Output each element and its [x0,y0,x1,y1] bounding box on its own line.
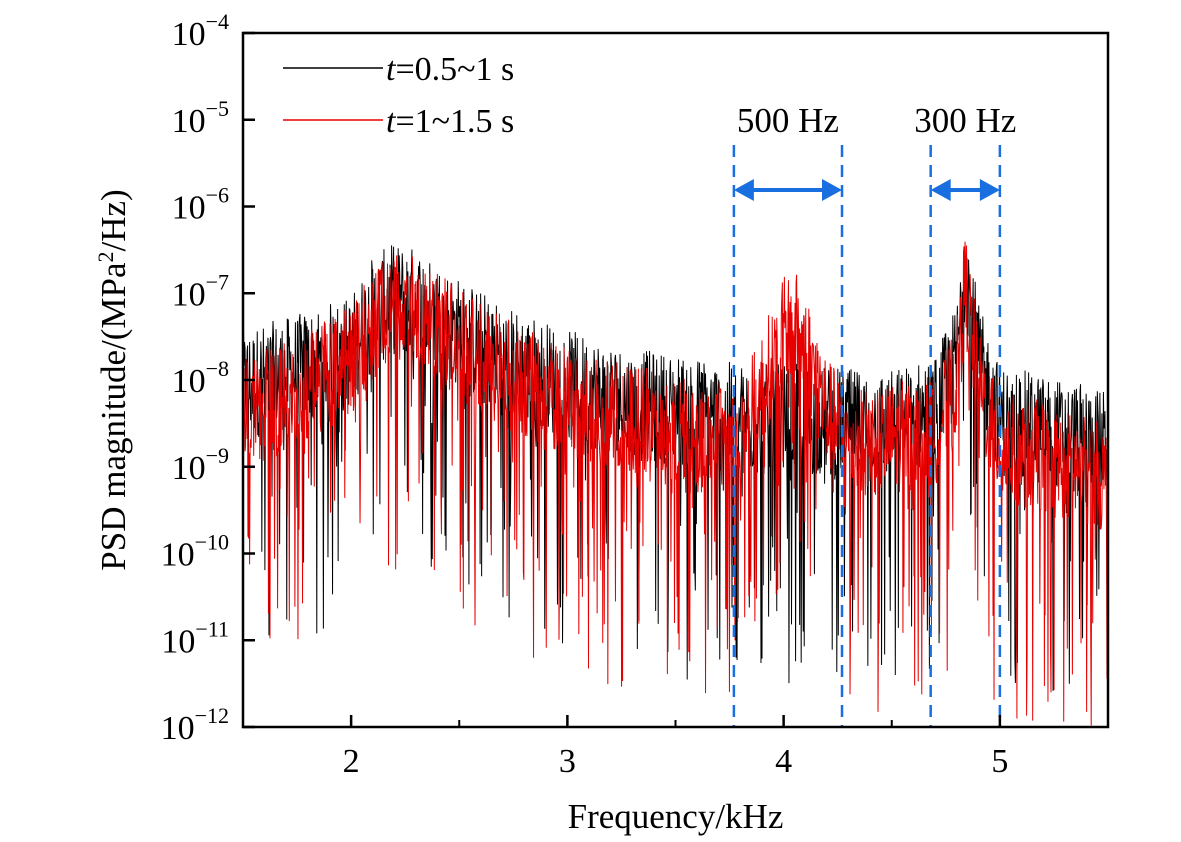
y-axis-title-sup: 2 [93,252,118,263]
annotation-arrow-right-head [822,179,843,201]
annotation-arrow-left-head [930,179,951,201]
y-axis-title-main: PSD magnitude/(MPa [94,262,133,571]
legend-label-series-2: t=1~1.5 s [386,103,514,140]
annotations: 500 Hz 300 Hz [732,101,1016,727]
y-tick-label: 10−4 [172,9,229,53]
legend: t=0.5~1 s t=1~1.5 s [283,51,514,140]
y-tick-label: 10−6 [172,183,229,227]
y-tick-label: 10−10 [161,530,229,574]
x-axis-title: Frequency/kHz [568,797,784,836]
x-axis: 2 3 4 5 [343,715,1008,780]
y-axis-title-end: /Hz) [94,189,133,251]
series-layer [243,241,1108,726]
annotation-arrow-right-head [979,179,1000,201]
y-tick-label: 10−12 [161,703,229,747]
annotation-label: 300 Hz [914,101,1016,140]
y-tick-label: 10−8 [172,356,229,400]
legend-label-series-1: t=0.5~1 s [386,51,514,88]
y-axis: 10−4 10−5 10−6 10−7 10−8 10−9 10−10 10−11 10−12 [161,9,255,747]
y-tick-label: 10−5 [172,96,229,140]
y-axis-title: PSD magnitude/(MPa2/Hz) [93,189,134,570]
y-tick-label: 10−9 [172,443,229,487]
y-tick-label: 10−11 [161,616,229,660]
x-tick-label: 4 [775,743,792,780]
annotation-arrow-left-head [733,179,754,201]
annotation-label: 500 Hz [737,101,839,140]
series-2-line [243,241,1108,726]
x-tick-label: 5 [991,743,1008,780]
y-tick-label: 10−7 [172,269,229,313]
x-tick-label: 2 [343,743,360,780]
x-tick-label: 3 [559,743,576,780]
